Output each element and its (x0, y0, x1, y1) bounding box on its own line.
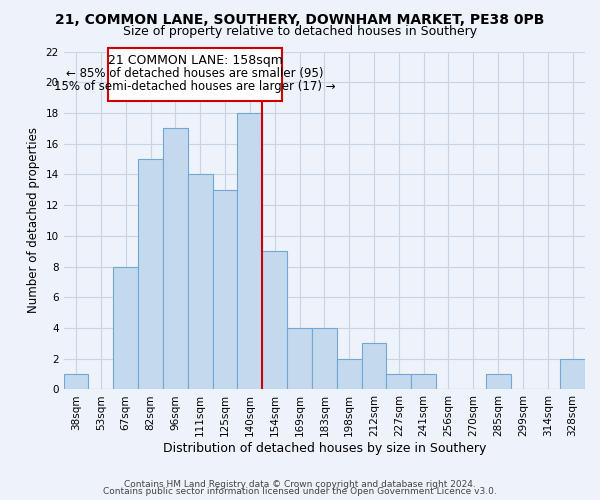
Bar (163, 128, 188, 390)
Text: ← 85% of detached houses are smaller (95): ← 85% of detached houses are smaller (95… (67, 67, 324, 80)
Bar (188, 174, 212, 390)
Y-axis label: Number of detached properties: Number of detached properties (27, 128, 40, 314)
Text: 21, COMMON LANE, SOUTHERY, DOWNHAM MARKET, PE38 0PB: 21, COMMON LANE, SOUTHERY, DOWNHAM MARKE… (55, 12, 545, 26)
Bar (287, 328, 312, 390)
Bar (386, 374, 411, 390)
Bar (312, 328, 337, 390)
Bar (560, 358, 585, 390)
Bar (238, 113, 262, 390)
Bar (411, 374, 436, 390)
Bar (262, 251, 287, 390)
Bar (212, 190, 238, 390)
Text: Contains HM Land Registry data © Crown copyright and database right 2024.: Contains HM Land Registry data © Crown c… (124, 480, 476, 489)
X-axis label: Distribution of detached houses by size in Southery: Distribution of detached houses by size … (163, 442, 486, 455)
Bar (113, 266, 138, 390)
Bar (138, 159, 163, 390)
Text: Contains public sector information licensed under the Open Government Licence v3: Contains public sector information licen… (103, 487, 497, 496)
FancyBboxPatch shape (109, 48, 282, 100)
Bar (64, 374, 88, 390)
Bar (337, 358, 362, 390)
Bar (362, 344, 386, 390)
Text: 15% of semi-detached houses are larger (17) →: 15% of semi-detached houses are larger (… (55, 80, 336, 93)
Text: 21 COMMON LANE: 158sqm: 21 COMMON LANE: 158sqm (108, 54, 283, 67)
Bar (485, 374, 511, 390)
Text: Size of property relative to detached houses in Southery: Size of property relative to detached ho… (123, 25, 477, 38)
